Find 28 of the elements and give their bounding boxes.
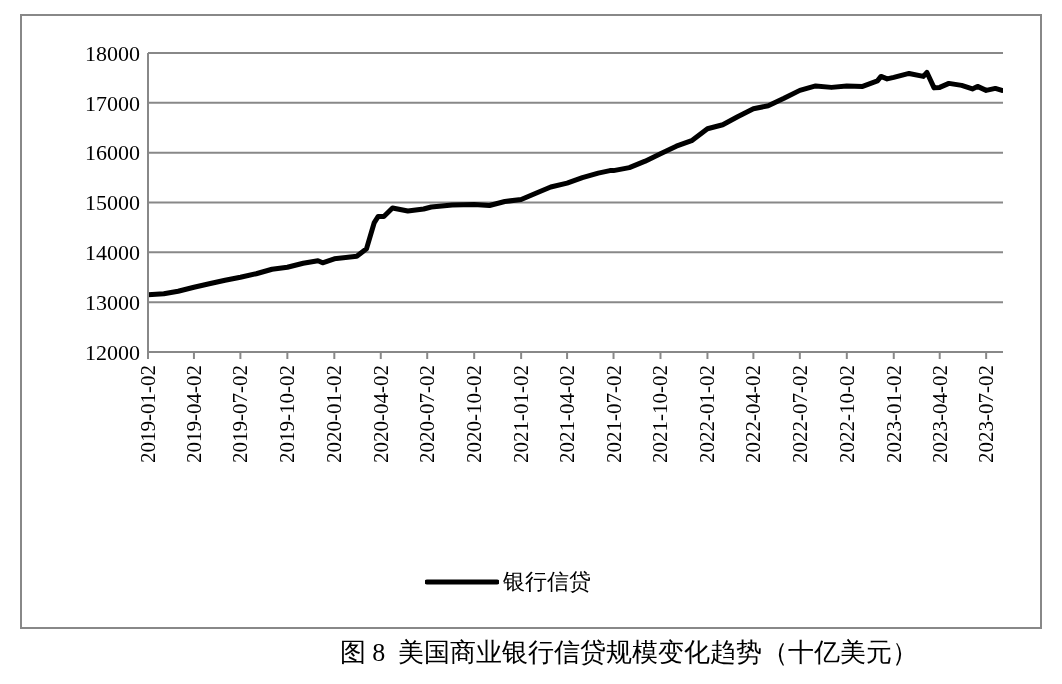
x-tick-label: 2022-01-02: [695, 365, 720, 463]
x-tick-label: 2021-10-02: [648, 365, 673, 463]
y-tick-label: 12000: [85, 339, 140, 365]
x-tick-label: 2020-01-02: [322, 365, 347, 463]
legend-label: 银行信贷: [502, 568, 591, 596]
x-tick-label: 2022-07-02: [787, 365, 812, 463]
caption: 图 8 美国商业银行信贷规模变化趋势（十亿美元）: [338, 637, 920, 669]
y-tick-label: 17000: [85, 90, 140, 116]
y-tick-label: 14000: [85, 240, 140, 266]
x-tick-label: 2022-04-02: [741, 365, 766, 463]
x-tick-label: 2020-04-02: [368, 365, 393, 463]
y-tick-label: 18000: [85, 40, 140, 66]
x-tick-label: 2019-07-02: [228, 365, 253, 463]
x-tick-label: 2021-04-02: [555, 365, 580, 463]
x-tick-label: 2021-01-02: [509, 365, 534, 463]
x-tick-label: 2020-07-02: [415, 365, 440, 463]
x-tick-label: 2023-01-02: [881, 365, 906, 463]
x-tick-label: 2020-10-02: [462, 365, 487, 463]
x-tick-label: 2023-04-02: [927, 365, 952, 463]
x-tick-label: 2022-10-02: [834, 365, 859, 463]
x-tick-label: 2019-10-02: [275, 365, 300, 463]
y-tick-label: 13000: [85, 289, 140, 315]
y-tick-label: 16000: [85, 140, 140, 166]
x-tick-label: 2019-04-02: [181, 365, 206, 463]
y-tick-label: 15000: [85, 190, 140, 216]
x-tick-label: 2019-01-02: [136, 365, 160, 463]
x-tick-label: 2023-07-02: [974, 365, 999, 463]
x-tick-label: 2021-07-02: [601, 365, 626, 463]
